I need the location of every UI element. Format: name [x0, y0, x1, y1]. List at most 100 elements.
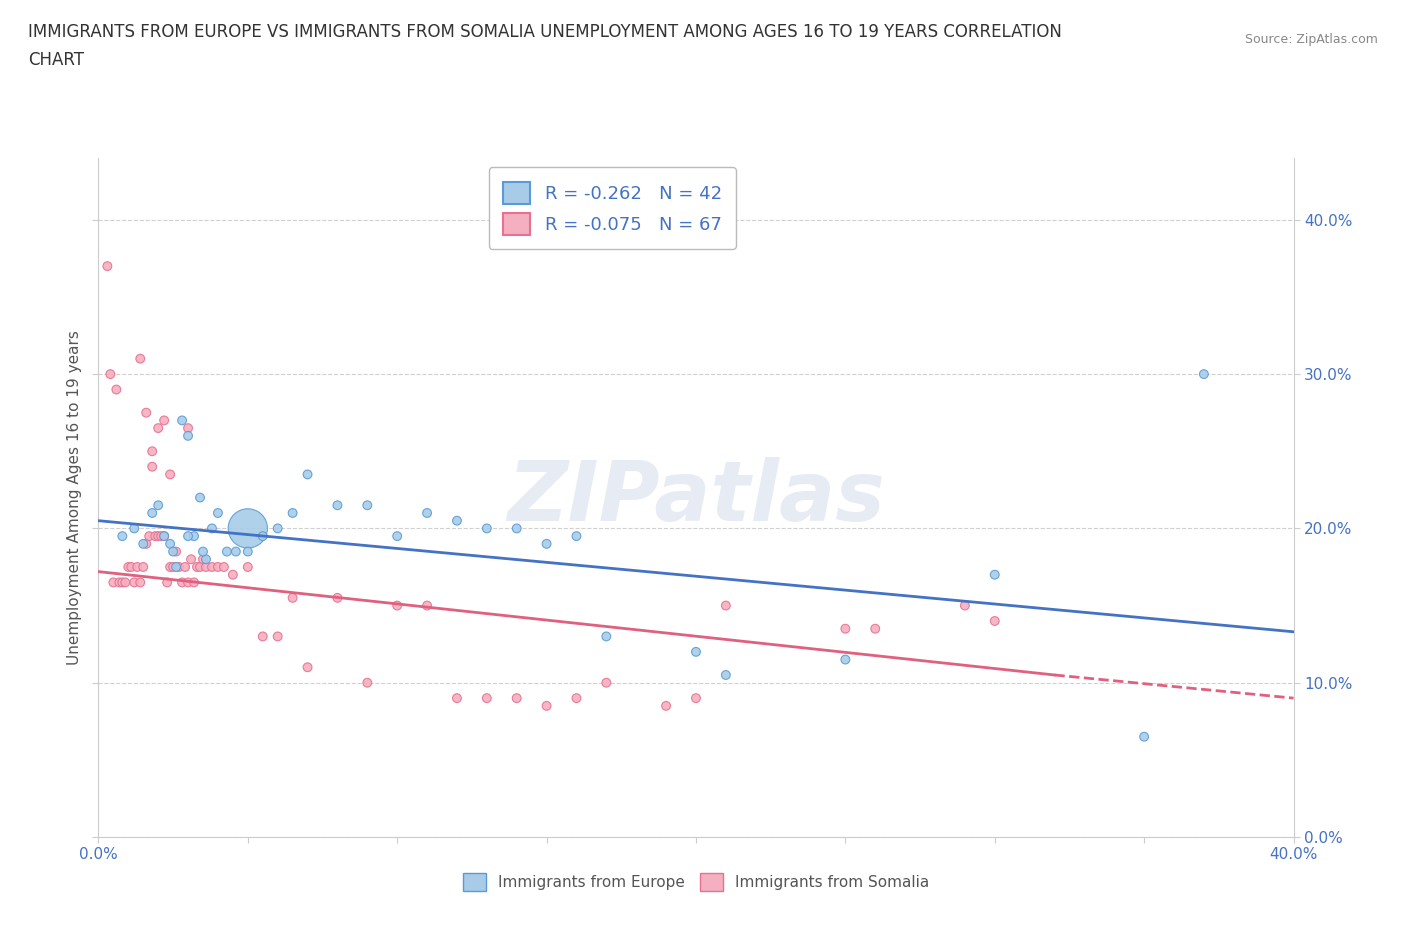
Point	[156, 575, 179, 590]
Point	[201, 521, 224, 536]
Point	[834, 621, 856, 636]
Point	[124, 575, 146, 590]
Point	[129, 352, 152, 366]
Point	[207, 560, 229, 575]
Point	[183, 528, 205, 543]
Point	[222, 567, 245, 582]
Point	[195, 551, 218, 566]
Point	[150, 528, 173, 543]
Point	[834, 652, 856, 667]
Point	[1192, 366, 1215, 381]
Point	[281, 591, 304, 605]
Point	[191, 551, 214, 566]
Point	[1133, 729, 1156, 744]
Point	[195, 560, 218, 575]
Point	[297, 467, 319, 482]
Point	[117, 560, 139, 575]
Point	[416, 598, 439, 613]
Point	[655, 698, 678, 713]
Point	[188, 560, 211, 575]
Point	[506, 521, 529, 536]
Point	[148, 498, 170, 512]
Point	[172, 413, 194, 428]
Point	[108, 575, 131, 590]
Point	[143, 528, 166, 543]
Point	[446, 513, 468, 528]
Y-axis label: Unemployment Among Ages 16 to 19 years: Unemployment Among Ages 16 to 19 years	[67, 330, 83, 665]
Point	[953, 598, 976, 613]
Text: IMMIGRANTS FROM EUROPE VS IMMIGRANTS FROM SOMALIA UNEMPLOYMENT AMONG AGES 16 TO : IMMIGRANTS FROM EUROPE VS IMMIGRANTS FRO…	[28, 23, 1062, 41]
Point	[174, 560, 197, 575]
Point	[714, 598, 737, 613]
Point	[172, 575, 194, 590]
Point	[281, 506, 304, 521]
Point	[177, 528, 200, 543]
Point	[162, 544, 184, 559]
Point	[215, 544, 238, 559]
Text: ZIPatlas: ZIPatlas	[508, 457, 884, 538]
Point	[201, 560, 224, 575]
Point	[135, 537, 157, 551]
Point	[565, 528, 588, 543]
Point	[356, 498, 378, 512]
Point	[162, 560, 184, 575]
Point	[385, 598, 409, 613]
Point	[96, 259, 118, 273]
Point	[252, 629, 274, 644]
Point	[356, 675, 378, 690]
Point	[326, 591, 349, 605]
Point	[180, 551, 202, 566]
Point	[326, 498, 349, 512]
Point	[385, 528, 409, 543]
Point	[141, 506, 163, 521]
Point	[138, 528, 160, 543]
Point	[267, 629, 290, 644]
Point	[132, 537, 155, 551]
Point	[236, 544, 259, 559]
Point	[685, 644, 707, 659]
Point	[297, 660, 319, 675]
Point	[177, 420, 200, 435]
Point	[153, 528, 176, 543]
Point	[236, 560, 259, 575]
Text: Source: ZipAtlas.com: Source: ZipAtlas.com	[1244, 33, 1378, 46]
Legend: Immigrants from Europe, Immigrants from Somalia: Immigrants from Europe, Immigrants from …	[457, 867, 935, 897]
Point	[159, 537, 181, 551]
Point	[114, 575, 136, 590]
Point	[120, 560, 142, 575]
Point	[165, 560, 187, 575]
Point	[212, 560, 235, 575]
Point	[124, 521, 146, 536]
Point	[177, 575, 200, 590]
Point	[536, 537, 558, 551]
Point	[446, 691, 468, 706]
Point	[148, 528, 170, 543]
Text: CHART: CHART	[28, 51, 84, 69]
Point	[183, 575, 205, 590]
Point	[153, 413, 176, 428]
Point	[111, 575, 134, 590]
Point	[865, 621, 887, 636]
Point	[984, 614, 1007, 629]
Point	[129, 575, 152, 590]
Point	[177, 429, 200, 444]
Point	[685, 691, 707, 706]
Point	[475, 521, 498, 536]
Point	[595, 629, 617, 644]
Point	[252, 528, 274, 543]
Point	[103, 575, 125, 590]
Point	[191, 544, 214, 559]
Point	[188, 490, 211, 505]
Point	[475, 691, 498, 706]
Point	[267, 521, 290, 536]
Point	[186, 560, 208, 575]
Point	[565, 691, 588, 706]
Point	[536, 698, 558, 713]
Point	[714, 668, 737, 683]
Point	[148, 420, 170, 435]
Point	[225, 544, 247, 559]
Point	[127, 560, 149, 575]
Point	[595, 675, 617, 690]
Point	[105, 382, 128, 397]
Point	[153, 528, 176, 543]
